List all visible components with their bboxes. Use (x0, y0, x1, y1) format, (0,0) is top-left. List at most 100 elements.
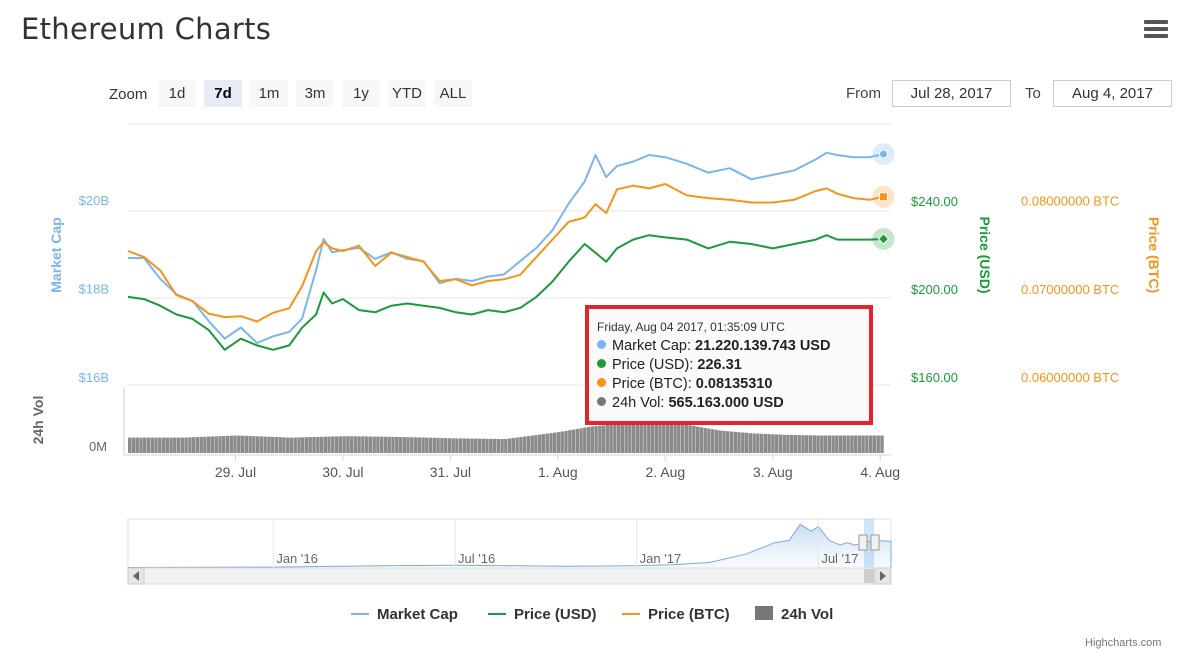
volume-bar (451, 438, 455, 453)
legend-item-volume[interactable]: 24h Vol (755, 606, 833, 623)
tooltip: Friday, Aug 04 2017, 01:35:09 UTC Market… (585, 305, 873, 425)
price-usd-axis-title: Price (USD) (977, 216, 993, 293)
zoom-button-3m[interactable]: 3m (296, 80, 334, 107)
volume-bar (583, 427, 587, 453)
hover-marker (878, 149, 888, 159)
volume-bar (590, 426, 594, 453)
zoom-button-7d[interactable]: 7d (204, 80, 242, 107)
scrollbar-thumb[interactable] (864, 569, 874, 583)
chevron-right-icon (880, 571, 886, 581)
volume-bar (413, 437, 418, 453)
volume-bar (774, 434, 779, 453)
volume-bar (207, 436, 211, 453)
volume-bar (647, 422, 651, 453)
volume-bar (741, 432, 745, 453)
volume-bar (214, 436, 218, 453)
price-btc-axis-title: Price (BTC) (1146, 217, 1162, 293)
volume-bar (222, 436, 226, 453)
to-date-input[interactable]: Aug 4, 2017 (1053, 80, 1172, 107)
volume-tick-label: 0M (89, 439, 107, 454)
volume-bar (688, 425, 692, 453)
volume-bar (767, 434, 771, 453)
from-date-input[interactable]: Jul 28, 2017 (892, 80, 1011, 107)
volume-bar (586, 427, 591, 453)
volume-bar (165, 437, 169, 453)
legend-line-icon (351, 613, 369, 615)
series-line-price-usd[interactable] (127, 234, 884, 351)
volume-bar (188, 437, 192, 453)
volume-bar (357, 436, 361, 453)
zoom-button-1d[interactable]: 1d (158, 80, 196, 107)
series-line-market-cap[interactable] (128, 151, 884, 344)
volume-bar (699, 427, 704, 453)
volume-bar (782, 434, 786, 453)
volume-bar (455, 438, 459, 453)
volume-bar (714, 429, 719, 453)
volume-bar (244, 435, 248, 453)
volume-bar (485, 438, 489, 453)
volume-bar (872, 435, 877, 453)
legend-item-market-cap[interactable]: Market Cap (351, 606, 458, 623)
volume-bar (797, 435, 801, 453)
volume-bar (677, 424, 681, 453)
volume-bar (349, 436, 354, 453)
volume-bar (440, 438, 444, 453)
volume-bar (428, 437, 433, 453)
zoom-button-ytd[interactable]: YTD (388, 80, 426, 107)
x-tick-label: 2. Aug (645, 464, 685, 480)
volume-bar (853, 435, 858, 453)
x-tick-label: 1. Aug (538, 464, 578, 480)
volume-bar (233, 435, 237, 453)
zoom-button-1y[interactable]: 1y (342, 80, 380, 107)
volume-bar (293, 437, 297, 453)
legend-item-price-usd[interactable]: Price (USD) (488, 606, 597, 623)
volume-bar (406, 437, 410, 453)
market-cap-tick-label: $20B (79, 193, 109, 208)
volume-bar (643, 422, 647, 453)
volume-bar (481, 438, 485, 453)
volume-bar (334, 436, 339, 453)
volume-bar (477, 438, 482, 453)
price-usd-tick-label: $200.00 (911, 282, 958, 297)
zoom-button-all[interactable]: ALL (434, 80, 472, 107)
price-usd-tick-label: $160.00 (911, 370, 958, 385)
volume-bar (252, 436, 256, 453)
volume-bar (372, 436, 376, 453)
scrollbar-track[interactable] (127, 567, 892, 585)
market-cap-dot-icon (597, 340, 606, 349)
volume-bar (575, 428, 579, 453)
volume-bar (353, 436, 358, 453)
navigator-handle-right[interactable] (870, 534, 880, 551)
page-title: Ethereum Charts (21, 12, 272, 46)
volume-bar (139, 437, 143, 453)
navigator-tick-label: Jan '16 (276, 551, 318, 566)
series-line-price-btc[interactable] (127, 183, 884, 323)
volume-bar (553, 432, 557, 453)
volume-bar (161, 437, 166, 453)
volume-bar (744, 432, 749, 453)
volume-bar (650, 422, 655, 453)
legend-item-price-btc[interactable]: Price (BTC) (622, 606, 730, 623)
zoom-button-1m[interactable]: 1m (250, 80, 288, 107)
credits-link[interactable]: Highcharts.com (1085, 637, 1162, 649)
volume-bar (289, 437, 294, 453)
volume-bar (605, 425, 610, 453)
volume-bar (504, 439, 508, 453)
volume-bar (365, 436, 369, 453)
menu-icon[interactable] (1144, 20, 1168, 40)
volume-bar (173, 437, 177, 453)
volume-bar (545, 433, 549, 453)
navigator-selection[interactable] (864, 519, 874, 568)
x-tick-label: 31. Jul (430, 464, 471, 480)
volume-bar (722, 430, 726, 453)
volume-bar (632, 423, 636, 453)
volume-bar (417, 437, 421, 453)
volume-bar (447, 438, 452, 453)
volume-bar (229, 435, 233, 453)
navigator-handle-left[interactable] (858, 534, 868, 551)
volume-bar (835, 435, 839, 453)
price-usd-dot-icon (597, 359, 606, 368)
volume-bar (507, 438, 512, 453)
volume-bar (522, 436, 527, 453)
